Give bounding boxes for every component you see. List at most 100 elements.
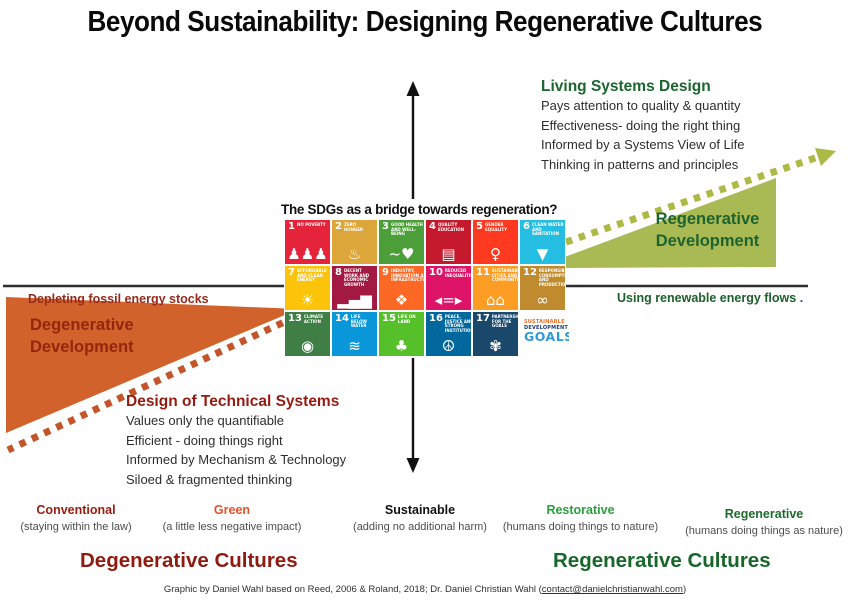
regenerative-arrowhead-icon <box>815 148 836 166</box>
sdg-tile: 10 Reduced Inequalities ◂=▸ <box>426 266 471 310</box>
sdg-pictogram-icon: ✾ <box>489 337 502 355</box>
spectrum-item-regenerative: Regenerative (humans doing things as nat… <box>685 507 843 537</box>
sdg-number: 2 <box>335 221 342 232</box>
sdg-tile: 12 Responsible Consumption and Productio… <box>520 266 565 310</box>
spectrum-item-conventional: Conventional (staying within the law) <box>20 503 132 533</box>
living-systems-heading: Living Systems Design <box>541 78 711 95</box>
living-systems-lines: Pays attention to quality & quantity Effe… <box>541 96 745 174</box>
sdg-number: 6 <box>523 221 530 232</box>
sdg-tile: 16 Peace, Justice and Strong Institution… <box>426 312 471 356</box>
sdg-pictogram-icon: ☀ <box>300 291 315 309</box>
technical-systems-heading: Design of Technical Systems <box>126 393 340 410</box>
description-line: Pays attention to quality & quantity <box>541 98 741 113</box>
sdg-title: Decent Work and Economic Growth <box>343 268 370 287</box>
sdg-number: 9 <box>382 267 389 278</box>
sdg-pictogram-icon: ♨ <box>347 245 362 263</box>
sdg-tile: 15 Life on Land ♣ <box>379 312 424 356</box>
up-arrowhead-icon <box>406 81 420 96</box>
sdg-title: Clean Water and Sanitation <box>531 222 564 237</box>
sdg-title: Quality Education <box>437 222 464 232</box>
sdg-tile: 9 Industry, Innovation and Infrastructur… <box>379 266 424 310</box>
spectrum-item-sustainable: Sustainable (adding no additional harm) <box>353 503 487 533</box>
contact-email-link[interactable]: contact@danielchristianwahl.com <box>541 584 683 595</box>
sdg-number: 3 <box>382 221 389 232</box>
sdg-number: 4 <box>429 221 436 232</box>
sdg-number: 16 <box>429 313 443 324</box>
sdg-title: Climate Action <box>303 314 324 324</box>
sdg-number: 7 <box>288 267 295 278</box>
regenerative-cultures-label: Regenerative Cultures <box>553 549 771 572</box>
sdg-tile: 8 Decent Work and Economic Growth ▂▄▆ <box>332 266 377 310</box>
sdg-title: No Poverty <box>296 222 326 227</box>
sdg-pictogram-icon: ▼ <box>536 245 549 263</box>
degenerative-cultures-label: Degenerative Cultures <box>80 549 298 572</box>
spectrum-item-green: Green (a little less negative impact) <box>162 503 302 533</box>
sdg-tile: 7 Affordable and Clean Energy ☀ <box>285 266 330 310</box>
degenerative-wedge <box>6 297 299 433</box>
degenerative-development-label: Degenerative Development <box>30 316 134 356</box>
sdg-number: 12 <box>523 267 537 278</box>
page-title: Beyond Sustainability: Designing Regener… <box>87 6 763 38</box>
sdg-number: 8 <box>335 267 342 278</box>
description-line: Values only the quantifiable <box>126 413 285 428</box>
sdg-number: 15 <box>382 313 396 324</box>
technical-systems-lines: Values only the quantifiable Efficient - … <box>126 411 346 489</box>
sdg-title: Life Below Water <box>350 314 367 329</box>
sdg-pictogram-icon: ▤ <box>441 245 456 263</box>
sdg-title: Industry, Innovation and Infrastructure <box>390 268 424 283</box>
sdg-caption: The SDGs as a bridge towards regeneratio… <box>281 202 558 217</box>
sdg-title: Sustainable Cities and Communities <box>491 268 518 283</box>
description-line: Informed by a Systems View of Life <box>541 137 745 152</box>
sdg-number: 13 <box>288 313 302 324</box>
regenerative-dotted-line <box>564 153 820 246</box>
sdg-tile: 14 Life Below Water ≋ <box>332 312 377 356</box>
spectrum-item-restorative: Restorative (humans doing things to natu… <box>502 503 659 533</box>
sdg-tile: 4 Quality Education ▤ <box>426 220 471 264</box>
living-systems-block: Living Systems Design Pays attention to … <box>541 78 745 174</box>
technical-systems-block: Design of Technical Systems Values only … <box>126 393 346 489</box>
sdg-number: 5 <box>476 221 483 232</box>
description-line: Effectiveness- doing the right thing <box>541 117 741 133</box>
sdg-title: Partnerships for the Goals <box>491 314 518 329</box>
sdg-title: Gender Equality <box>484 222 507 232</box>
sdg-pictogram-icon: ♣ <box>394 337 409 355</box>
sdg-tile: 5 Gender Equality ♀ <box>473 220 518 264</box>
sdg-title: Affordable and Clean Energy <box>296 268 327 283</box>
regenerative-wedge <box>562 178 776 268</box>
sdg-title: Life on Land <box>397 314 416 324</box>
sdg-pictogram-icon: ⌂⌂ <box>485 291 506 309</box>
left-axis-label: Depleting fossil energy stocks <box>28 292 209 306</box>
sdg-title: Good Health and Well-Being <box>390 222 423 237</box>
sdg-number: 11 <box>476 267 490 278</box>
attribution: Graphic by Daniel Wahl based on Reed, 20… <box>163 584 687 595</box>
description-line: Informed by Mechanism & Technology <box>126 452 347 467</box>
page-title-wrap: Beyond Sustainability: Designing Regener… <box>0 6 850 39</box>
sdg-tile: 2 Zero Hunger ♨ <box>332 220 377 264</box>
right-axis-label: Using renewable energy flows . <box>617 291 804 305</box>
sdg-tile: 13 Climate Action ◉ <box>285 312 330 356</box>
sdg-pictogram-icon: ≋ <box>348 337 361 355</box>
sdg-title: Responsible Consumption and Production <box>538 268 565 287</box>
sdg-tile: 6 Clean Water and Sanitation ▼ <box>520 220 565 264</box>
sdg-number: 1 <box>288 221 295 232</box>
sdg-tile: 3 Good Health and Well-Being ~♥ <box>379 220 424 264</box>
sdg-tile: 17 Partnerships for the Goals ✾ <box>473 312 518 356</box>
regenerative-development-label: Regenerative Development <box>655 210 760 250</box>
sdg-title: Reduced Inequalities <box>444 268 471 278</box>
sdg-title: Zero Hunger <box>343 222 364 232</box>
sdg-number: 17 <box>476 313 490 324</box>
sdg-pictogram-icon: ◂=▸ <box>434 291 463 309</box>
sdg-pictogram-icon: ∞ <box>536 291 549 309</box>
description-line: Siloed & fragmented thinking <box>126 471 293 487</box>
sdg-pictogram-icon: ♀ <box>490 245 501 263</box>
sdg-title: Peace, Justice and Strong Institutions <box>444 314 471 333</box>
description-line: Efficient - doing things right <box>126 432 283 448</box>
sdg-number: 10 <box>429 267 443 278</box>
sdg-pictogram-icon: ◉ <box>300 337 315 355</box>
sdg-tile: 1 No Poverty ♟♟♟ <box>285 220 330 264</box>
sdg-pictogram-icon: ~♥ <box>388 245 415 263</box>
sdg-pictogram-icon: ☮ <box>441 337 456 355</box>
sdg-pictogram-icon: ♟♟♟ <box>287 245 328 263</box>
down-arrowhead-icon <box>406 458 420 473</box>
